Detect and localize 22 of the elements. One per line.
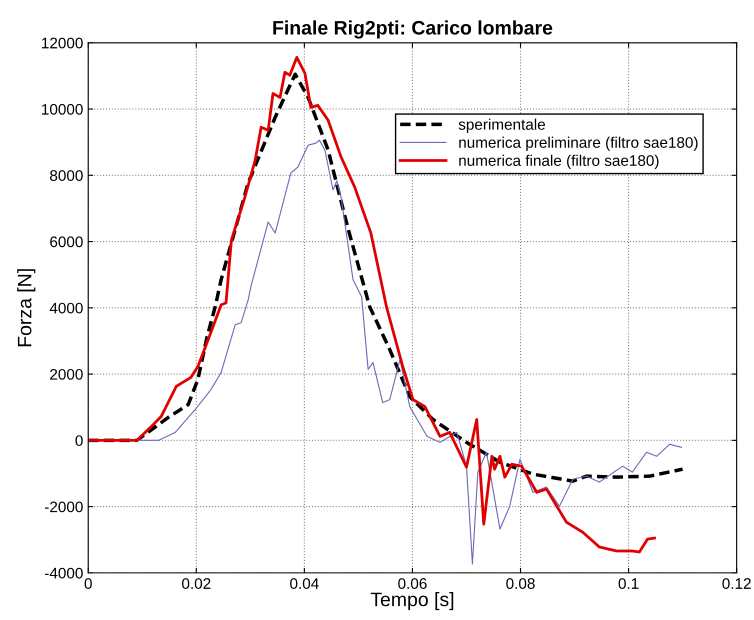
x-tick-label: 0.02 bbox=[182, 578, 210, 589]
y-tick-label: -4000 bbox=[44, 568, 83, 579]
y-tick-label: 10000 bbox=[42, 104, 83, 115]
x-tick-label: 0.04 bbox=[290, 578, 319, 589]
y-tick-label: 12000 bbox=[42, 38, 83, 48]
y-tick-label: -2000 bbox=[44, 501, 83, 512]
legend-label: numerica finale (filtro sae180) bbox=[459, 154, 659, 169]
x-tick-label: 0.12 bbox=[722, 578, 751, 589]
legend-label: sperimentale bbox=[458, 118, 546, 133]
y-axis-title: Forza [N] bbox=[17, 269, 36, 346]
x-axis-title: Tempo [s] bbox=[370, 592, 454, 610]
legend-label: numerica preliminare (filtro sae180) bbox=[459, 136, 698, 151]
x-tick-label: 0.1 bbox=[618, 578, 638, 589]
y-tick-label: 2000 bbox=[50, 368, 83, 380]
chart-title: Finale Rig2pti: Carico lombare bbox=[273, 20, 552, 39]
y-tick-label: 0 bbox=[75, 435, 83, 446]
x-tick-label: 0.08 bbox=[506, 578, 535, 589]
y-tick-label: 6000 bbox=[50, 236, 83, 248]
x-tick-label: 0 bbox=[84, 578, 92, 589]
x-tick-label: 0.06 bbox=[398, 578, 427, 589]
y-tick-label: 8000 bbox=[50, 170, 83, 181]
y-tick-label: 4000 bbox=[50, 302, 83, 314]
